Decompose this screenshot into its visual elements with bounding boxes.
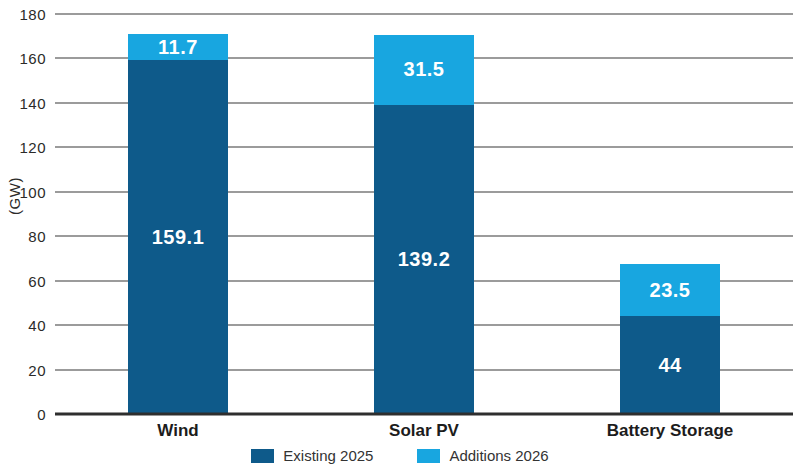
legend-label: Additions 2026: [449, 447, 548, 464]
legend-item-additions-2026: Additions 2026: [417, 447, 548, 464]
y-tick-label: 80: [0, 228, 46, 245]
bar-value-label: 44: [658, 354, 681, 377]
x-category-label: Battery Storage: [607, 421, 734, 441]
bar-segment-additions-2026: 23.5: [620, 264, 720, 316]
y-tick-label: 140: [0, 94, 46, 111]
legend-swatch-icon: [417, 449, 440, 463]
bar-segment-existing-2025: 159.1: [128, 60, 228, 414]
plot-area: 020406080100120140160180159.111.7139.231…: [55, 14, 793, 414]
y-tick-label: 60: [0, 272, 46, 289]
y-tick-label: 100: [0, 183, 46, 200]
bar-segment-existing-2025: 139.2: [374, 105, 474, 414]
bar-solar-pv: 139.2 31.5: [374, 14, 474, 414]
bar-value-label: 159.1: [152, 226, 205, 249]
legend-swatch-icon: [251, 449, 274, 463]
bar-segment-additions-2026: 11.7: [128, 34, 228, 60]
legend-item-existing-2025: Existing 2025: [251, 447, 373, 464]
bar-segment-existing-2025: 44: [620, 316, 720, 414]
y-tick-label: 20: [0, 361, 46, 378]
bar-segment-additions-2026: 31.5: [374, 35, 474, 105]
stacked-bar-chart: (GW) 020406080100120140160180159.111.713…: [0, 0, 800, 472]
bar-value-label: 23.5: [650, 279, 691, 302]
x-category-label: Wind: [157, 421, 198, 441]
bar-value-label: 31.5: [404, 58, 445, 81]
y-tick-label: 120: [0, 139, 46, 156]
x-category-label: Solar PV: [389, 421, 459, 441]
bar-wind: 159.1 11.7: [128, 14, 228, 414]
legend: Existing 2025 Additions 2026: [0, 447, 800, 464]
y-tick-label: 0: [0, 406, 46, 423]
y-tick-label: 160: [0, 50, 46, 67]
bar-value-label: 11.7: [158, 36, 198, 59]
y-tick-label: 40: [0, 317, 46, 334]
x-axis-line: [55, 413, 793, 416]
bar-battery-storage: 44 23.5: [620, 14, 720, 414]
bar-value-label: 139.2: [398, 248, 451, 271]
legend-label: Existing 2025: [283, 447, 373, 464]
y-tick-label: 180: [0, 6, 46, 23]
